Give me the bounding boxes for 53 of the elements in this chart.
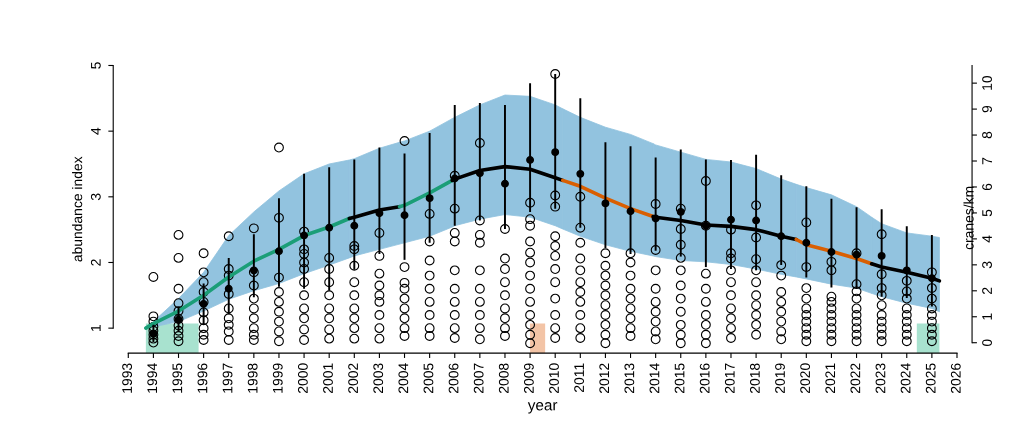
x-tick-label: 2023 [875,363,886,394]
x-tick-label: 1998 [247,363,258,393]
y-axis-title: abundance index [72,156,83,262]
x-tick-label: 2024 [900,363,911,394]
x-tick-label: 2006 [448,363,459,394]
x-tick-label: 2008 [498,363,509,394]
x-tick-label: 2016 [699,363,710,394]
x-tick-label: 2001 [323,363,333,394]
x-tick-label: 2026 [950,363,961,394]
x-tick-label: 2000 [297,363,308,394]
y-tick-label: 2 [90,259,101,266]
x-tick-label: 1997 [222,363,233,393]
y2-tick-label: 6 [982,183,992,191]
y-tick-label: 3 [90,193,101,201]
x-tick-label: 2013 [624,363,635,394]
y2-tick-label: 4 [982,235,992,243]
y2-tick-label: 9 [982,105,992,113]
y2-tick-label: 8 [982,131,992,139]
x-tick-label: 2025 [925,363,936,394]
x-tick-label: 2021 [825,363,836,394]
x-tick-label: 2017 [724,363,735,394]
x-tick-label: 1994 [147,363,158,393]
x-tick-label: 2014 [649,363,660,394]
x-tick-label: 1996 [197,363,208,393]
y2-tick-label: 3 [982,261,992,269]
y-tick-label: 4 [91,127,101,135]
x-tick-label: 2002 [348,363,359,394]
y2-tick-label: 10 [982,75,992,90]
y-tick-label: 5 [91,62,101,69]
x-tick-label: 1999 [272,363,283,393]
y2-tick-label: 5 [982,209,992,217]
y-tick-label: 1 [91,324,101,331]
x-tick-label: 1993 [122,363,133,393]
x-axis-title: year [527,402,558,414]
x-tick-label: 2004 [398,363,409,394]
x-tick-label: 2003 [373,363,384,394]
x-tick-label: 2022 [850,363,861,394]
x-tick-label: 2009 [523,363,534,394]
y2-axis-title: cranes/km [963,186,974,250]
x-tick-label: 2019 [775,363,785,394]
y2-tick-label: 0 [982,339,992,347]
x-tick-label: 2012 [599,363,610,394]
y2-tick-label: 2 [982,287,992,294]
x-tick-label: 2011 [574,363,585,392]
x-tick-label: 2020 [800,363,811,394]
x-tick-label: 2007 [473,363,484,394]
x-tick-label: 2015 [674,363,685,394]
x-tick-label: 2005 [423,363,434,394]
x-tick-label: 2010 [549,363,559,394]
x-tick-label: 2018 [749,363,760,394]
x-tick-label: 1995 [172,363,183,393]
y2-tick-label: 1 [982,313,992,320]
y2-tick-label: 7 [982,157,992,165]
